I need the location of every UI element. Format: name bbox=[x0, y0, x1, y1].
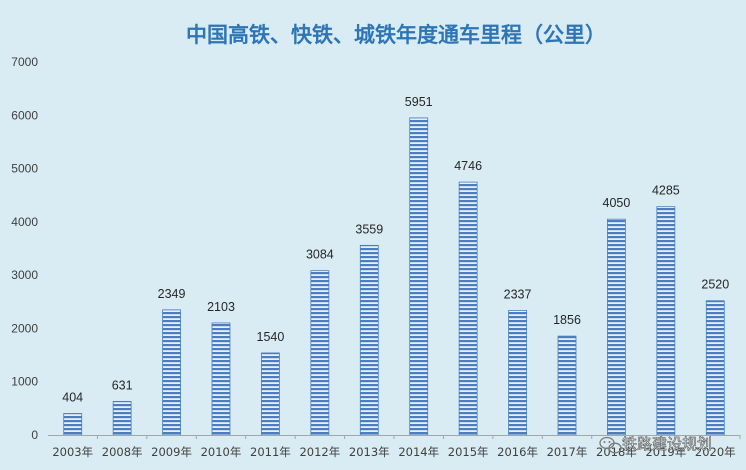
y-tick-label: 3000 bbox=[11, 268, 38, 282]
bar bbox=[458, 181, 478, 436]
watermark: 铁路建设规划 bbox=[599, 435, 712, 454]
data-label: 2337 bbox=[504, 287, 532, 301]
y-tick-label: 6000 bbox=[11, 108, 38, 122]
data-label: 2103 bbox=[207, 300, 235, 314]
data-label: 4746 bbox=[454, 159, 482, 173]
bar bbox=[508, 310, 527, 436]
data-label: 2349 bbox=[158, 287, 186, 301]
data-label: 5951 bbox=[405, 95, 433, 109]
y-axis: 0 1000 2000 3000 4000 5000 6000 7000 bbox=[11, 55, 38, 442]
bar bbox=[656, 206, 676, 436]
data-label: 404 bbox=[62, 390, 83, 404]
x-tick-label: 2014年 bbox=[398, 445, 439, 459]
x-tick-label: 2008年 bbox=[102, 445, 143, 459]
data-label: 4050 bbox=[603, 196, 631, 210]
bar bbox=[112, 400, 132, 436]
bar bbox=[705, 300, 725, 436]
bar bbox=[409, 117, 429, 436]
x-tick-label: 2013年 bbox=[349, 445, 390, 459]
chart-title: 中国高铁、快铁、城铁年度通车里程（公里） bbox=[186, 22, 606, 47]
bar bbox=[310, 270, 330, 436]
data-label: 3084 bbox=[306, 248, 334, 262]
bar bbox=[359, 244, 379, 436]
watermark-text: 铁路建设规划 bbox=[622, 435, 712, 453]
x-tick-label: 2017年 bbox=[547, 445, 588, 459]
x-tick-label: 2019年 bbox=[645, 445, 686, 459]
x-tick-label: 2011年 bbox=[250, 445, 291, 459]
bar bbox=[63, 413, 83, 436]
bar bbox=[261, 352, 280, 436]
bar bbox=[162, 309, 181, 436]
wechat-icon bbox=[599, 436, 622, 454]
x-tick-label: 2003年 bbox=[52, 445, 93, 459]
x-axis: 2003年 2008年 2009年 2010年 2011年 2012年 2013年 2014年… bbox=[48, 435, 741, 459]
y-tick-label: 0 bbox=[31, 428, 38, 442]
data-label: 4285 bbox=[652, 184, 680, 198]
bar bbox=[557, 335, 577, 436]
data-label: 2520 bbox=[701, 278, 729, 292]
bar bbox=[211, 322, 231, 436]
bars bbox=[63, 117, 725, 436]
y-tick-label: 5000 bbox=[11, 162, 38, 176]
x-tick-label: 2016年 bbox=[497, 445, 538, 459]
x-tick-label: 2010年 bbox=[201, 445, 242, 459]
data-label: 3559 bbox=[355, 222, 383, 236]
x-tick-label: 2015年 bbox=[448, 445, 489, 459]
x-tick-label: 2012年 bbox=[299, 445, 340, 459]
x-tick-label: 2009年 bbox=[151, 445, 192, 459]
y-tick-label: 4000 bbox=[11, 215, 38, 229]
data-label: 1856 bbox=[553, 313, 581, 327]
data-label: 1540 bbox=[257, 330, 285, 344]
bar bbox=[607, 218, 626, 436]
y-tick-label: 1000 bbox=[11, 375, 38, 389]
x-tick-label: 2020年 bbox=[695, 445, 736, 459]
data-label: 631 bbox=[112, 378, 133, 392]
y-tick-label: 2000 bbox=[11, 321, 38, 335]
data-labels: 404 631 2349 2103 1540 3084 3559 5951 4746 2337 18… bbox=[62, 95, 729, 405]
y-tick-label: 7000 bbox=[11, 55, 38, 69]
